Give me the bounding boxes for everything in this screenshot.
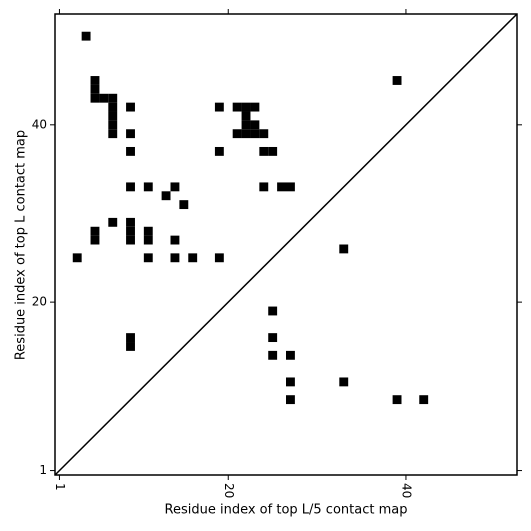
contact-marker — [286, 350, 295, 360]
contact-marker — [126, 182, 135, 192]
contact-marker — [268, 333, 278, 343]
contact-marker — [214, 253, 224, 263]
contact-marker — [90, 84, 100, 94]
contact-marker — [170, 235, 180, 245]
contact-marker — [241, 111, 251, 121]
contact-marker — [268, 306, 278, 316]
contact-marker — [392, 76, 402, 85]
contact-marker — [179, 200, 189, 210]
contact-marker — [170, 253, 180, 263]
contact-marker — [277, 182, 286, 192]
contact-marker — [214, 102, 224, 112]
y-tick-label: 20 — [32, 295, 47, 309]
contact-marker — [188, 253, 198, 263]
contact-marker — [286, 395, 295, 405]
contact-marker — [232, 129, 242, 139]
x-axis-title: Residue index of top L/5 contact map — [165, 503, 408, 518]
contact-marker — [268, 146, 278, 156]
contact-marker — [259, 182, 269, 192]
x-tick-label: 20 — [222, 483, 236, 498]
contact-marker — [170, 182, 180, 192]
contact-marker — [339, 244, 349, 254]
contact-marker — [250, 120, 260, 130]
contact-marker — [259, 146, 269, 156]
contact-marker — [108, 217, 118, 227]
contact-marker — [108, 102, 118, 112]
contact-marker — [286, 377, 295, 387]
contact-marker — [90, 93, 100, 103]
contact-marker — [90, 235, 100, 245]
contact-marker — [268, 350, 278, 360]
contact-marker — [126, 333, 135, 343]
contact-marker — [241, 129, 251, 139]
contact-marker — [108, 120, 118, 130]
contact-marker — [143, 226, 153, 236]
y-tick-label: 40 — [32, 117, 47, 131]
contact-marker — [90, 226, 100, 236]
contact-marker — [90, 76, 100, 85]
x-tick-label: 40 — [399, 483, 413, 498]
contact-marker — [259, 129, 269, 139]
contact-marker — [126, 129, 135, 139]
contact-marker — [286, 182, 295, 192]
contact-marker — [126, 217, 135, 227]
contact-marker — [232, 102, 242, 112]
y-tick-label: 1 — [39, 463, 47, 477]
contact-marker — [161, 191, 171, 201]
contact-marker — [126, 342, 135, 351]
contact-marker — [250, 102, 260, 112]
plot-frame — [54, 13, 518, 476]
contact-marker — [143, 182, 153, 192]
contact-marker — [81, 31, 91, 41]
contact-marker — [143, 253, 153, 263]
contact-marker — [214, 146, 224, 156]
x-tick-label: 1 — [53, 483, 67, 491]
contact-marker — [108, 111, 118, 121]
contact-marker — [241, 102, 251, 112]
contact-marker — [143, 235, 153, 245]
contact-marker — [126, 235, 135, 245]
contact-marker — [108, 93, 118, 103]
contact-marker — [392, 395, 402, 405]
diagonal-line — [54, 13, 518, 476]
y-axis-title: Residue index of top L contact map — [14, 130, 29, 360]
contact-marker — [72, 253, 82, 263]
contact-marker — [108, 129, 118, 139]
contact-marker — [126, 226, 135, 236]
contact-marker — [250, 129, 260, 139]
contact-marker — [99, 93, 109, 103]
contact-marker — [126, 102, 135, 112]
contact-marker — [419, 395, 429, 405]
contact-marker — [339, 377, 349, 387]
contact-marker — [126, 146, 135, 156]
contact-marker — [241, 120, 251, 130]
